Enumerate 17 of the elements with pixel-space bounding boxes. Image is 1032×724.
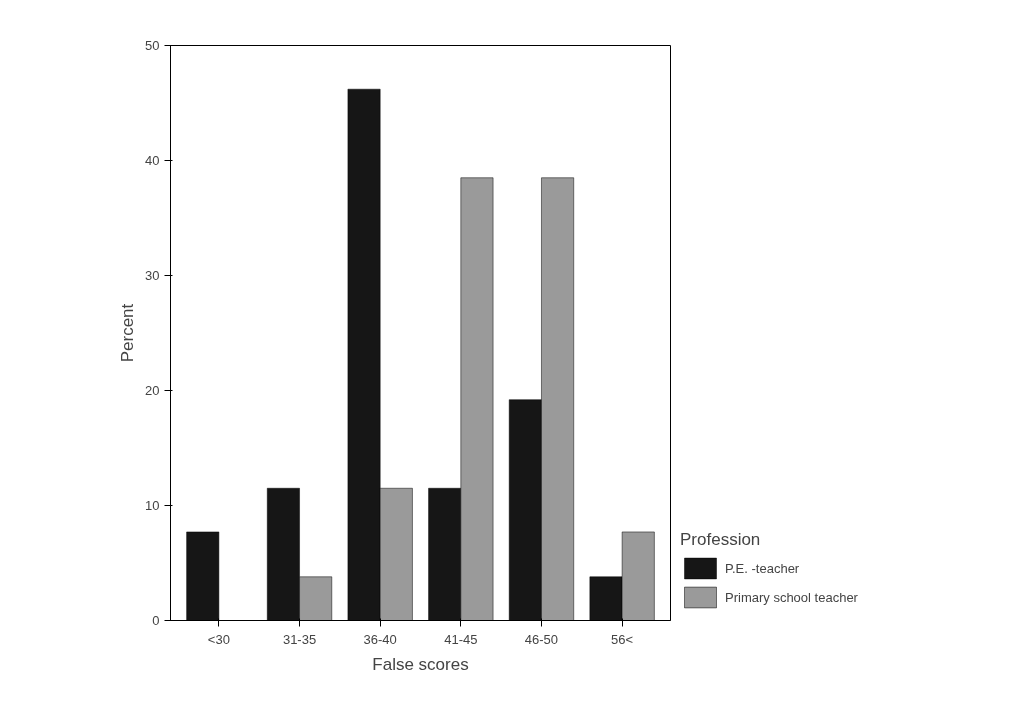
y-tick-label: 20: [145, 383, 160, 398]
y-tick-label: 50: [145, 38, 160, 53]
y-tick-label: 0: [152, 613, 160, 628]
x-tick-label: 31-35: [282, 631, 317, 647]
legend-title: Profession: [680, 530, 762, 550]
x-tick-label: <30: [207, 631, 230, 647]
legend-label: Primary school teacher: [725, 589, 858, 605]
y-tick-label: 10: [145, 498, 160, 513]
legend-label: P.E. -teacher: [725, 560, 800, 576]
x-tick-label: 46-50: [524, 631, 559, 647]
y-axis-title: Percent: [118, 303, 138, 363]
x-tick-label: 41-45: [444, 631, 478, 647]
x-tick-label: 56<: [611, 631, 634, 647]
y-tick-label: 40: [145, 153, 160, 168]
y-tick-label: 30: [145, 268, 160, 283]
x-axis-title: False scores: [372, 654, 469, 674]
x-tick-label: 36-40: [363, 631, 397, 647]
